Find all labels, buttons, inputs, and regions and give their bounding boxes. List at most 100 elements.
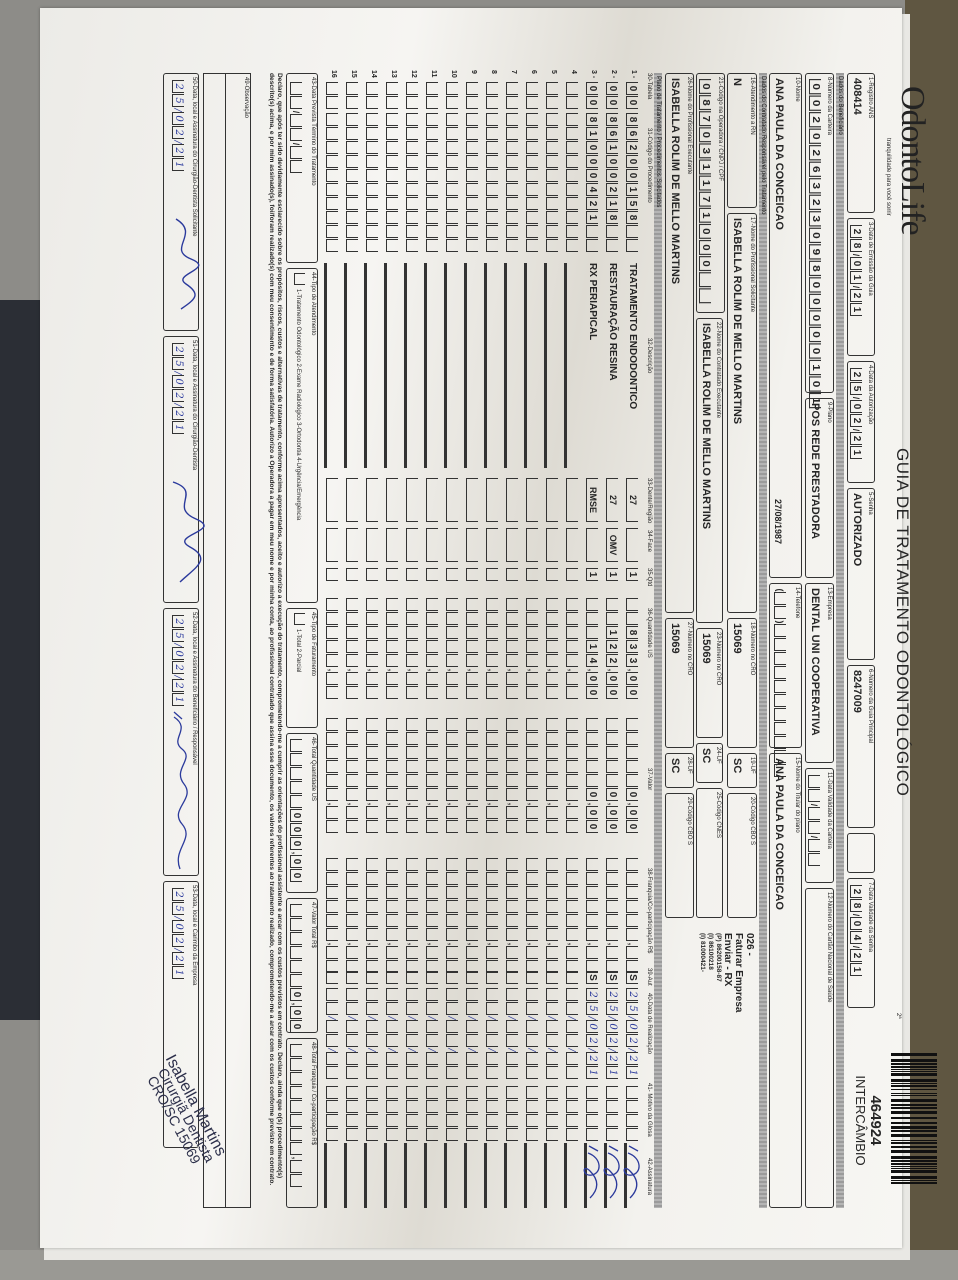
- digit-cell: [566, 598, 578, 611]
- digit-cell: 0: [290, 855, 302, 868]
- digit-cell: [446, 686, 458, 699]
- digit-cell: [486, 612, 498, 625]
- digit-cell: [466, 1128, 478, 1141]
- field-label: 44-Tipo de Atendimento: [310, 272, 316, 336]
- digit-cell: [406, 900, 418, 913]
- digit-cell: 2: [606, 1052, 618, 1065]
- digit-cell: [466, 211, 478, 224]
- digit-cell: 2: [809, 145, 821, 161]
- digit-cell: [346, 239, 358, 252]
- digit-cell: [290, 1044, 302, 1057]
- digit-cell: [290, 904, 302, 917]
- digit-cell: [366, 225, 378, 238]
- digit-cell: [366, 1034, 378, 1047]
- digit-cell: [506, 1034, 518, 1047]
- digit-cell: [506, 718, 518, 731]
- barcode-bar: [891, 1140, 937, 1141]
- field-label: 8-Número da Carteira: [826, 77, 832, 136]
- digit-cell: [808, 839, 820, 852]
- digit-cell: [566, 858, 578, 871]
- form-title: GUIA DE TRATAMENTO ODONTOLÓGICO: [893, 448, 912, 797]
- cell-franquia: ,: [326, 858, 338, 974]
- digit-cell: [386, 872, 398, 885]
- digit-cell: [446, 127, 458, 140]
- cell-aut: S: [626, 971, 638, 985]
- digit-cell: [386, 626, 398, 639]
- digit-cell: [426, 1100, 438, 1113]
- digit-cell: [346, 82, 358, 95]
- field-value: ISABELLA ROLIM DE MELLO MARTINS: [700, 323, 712, 530]
- digit-cell: [486, 886, 498, 899]
- cell-valor: ,: [326, 718, 338, 834]
- digit-cell: [366, 568, 378, 581]
- digit-cell: 2: [850, 949, 862, 962]
- digit-cell: [426, 806, 438, 819]
- cbo-executante-field: 29-Código CBO S: [665, 793, 694, 918]
- digit-cell: [386, 1034, 398, 1047]
- digit-cell: [326, 820, 338, 833]
- digit-cell: [526, 239, 538, 252]
- digit-cell: [406, 1034, 418, 1047]
- digit-cell: [526, 774, 538, 787]
- digit-cell: 1: [809, 359, 821, 376]
- digit-cell: [366, 858, 378, 871]
- digit-cell: [486, 672, 498, 685]
- digit-cell: [526, 640, 538, 653]
- cell-data: //: [466, 988, 478, 1080]
- digit-cell: 2: [172, 615, 184, 628]
- digit-cell: [406, 1052, 418, 1065]
- cell-aut: [366, 971, 378, 985]
- digit-cell: [446, 1052, 458, 1065]
- digit-cell: [566, 568, 578, 581]
- digit-cell: [326, 928, 338, 941]
- cell-aut: [386, 971, 398, 985]
- barcode-bar: [891, 1122, 937, 1124]
- digit-cell: [446, 732, 458, 745]
- cell-face: [526, 528, 538, 562]
- digit-cell: [366, 1086, 378, 1099]
- digit-cell: [446, 672, 458, 685]
- cell-franquia: ,: [446, 858, 458, 974]
- digit-cell: [606, 225, 618, 238]
- cell-qtd_us: 122,00: [606, 598, 618, 700]
- digit-cell: [506, 1020, 518, 1033]
- digit-cell: [386, 886, 398, 899]
- digit-cell: 6: [626, 127, 638, 140]
- digit-cell: [466, 746, 478, 759]
- digit-cell: [466, 732, 478, 745]
- cell-codigo: [506, 113, 518, 253]
- digit-cell: 2: [172, 126, 184, 139]
- digit-cell: 0: [606, 1020, 618, 1033]
- digit-cell: [526, 718, 538, 731]
- declaration-text: Declaro, que após ter sido devidamente e…: [268, 73, 283, 1186]
- digit-cell: [466, 626, 478, 639]
- cell-face: [546, 528, 558, 562]
- cell-data: //: [526, 988, 538, 1080]
- digit-cell: [506, 774, 518, 787]
- digit-cell: [426, 654, 438, 667]
- digit-cell: [486, 774, 498, 787]
- digit-cell: 4: [586, 183, 598, 196]
- digit-cell: [446, 211, 458, 224]
- digit-cell: [326, 1066, 338, 1079]
- cell-qtd: [526, 568, 538, 582]
- field-label: 19-UF: [749, 757, 755, 774]
- digit-cell: [346, 169, 358, 182]
- digit-cell: [626, 746, 638, 759]
- digit-cell: [326, 806, 338, 819]
- digit-cell: 0: [626, 788, 638, 801]
- digit-cell: [426, 946, 438, 959]
- cell-glosa: [406, 1086, 418, 1142]
- digit-cell: [506, 788, 518, 801]
- digit-cell: 0: [606, 806, 618, 819]
- digit-cell: [566, 820, 578, 833]
- digit-cell: [386, 760, 398, 773]
- digit-cell: [446, 1086, 458, 1099]
- field-value: 0,00: [290, 904, 302, 1034]
- digit-cell: [486, 626, 498, 639]
- description-line: [464, 263, 479, 468]
- digit-cell: [566, 672, 578, 685]
- digit-cell: [606, 1128, 618, 1141]
- digit-cell: [386, 197, 398, 210]
- cell-face: [466, 528, 478, 562]
